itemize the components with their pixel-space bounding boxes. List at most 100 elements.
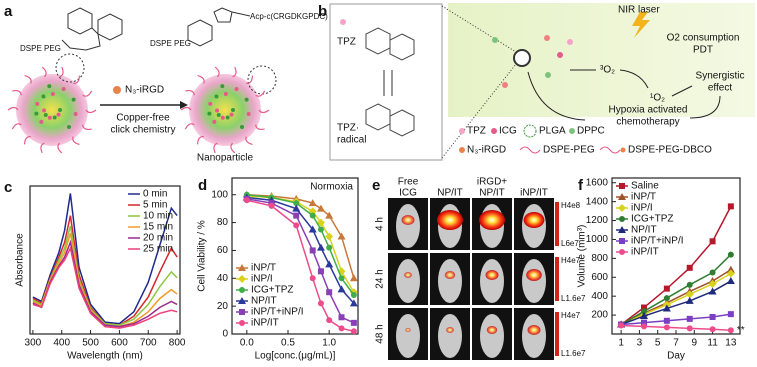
y-tick-label: 0 — [222, 329, 228, 340]
marker — [308, 225, 317, 233]
payload — [244, 97, 249, 102]
marker — [316, 243, 325, 251]
payload — [39, 119, 44, 124]
mouse — [438, 259, 462, 303]
legend-label: 10 min — [143, 211, 173, 222]
plot-frame — [231, 177, 359, 335]
tpz-icon — [340, 19, 346, 25]
x-tick-label: 1.0 — [322, 338, 336, 349]
marker — [309, 275, 316, 282]
y-tick-label: 1400 — [586, 196, 609, 207]
x-tick-label: 300 — [25, 338, 42, 349]
marker — [686, 281, 693, 288]
column-label: Free — [398, 177, 419, 188]
color-bar — [555, 202, 559, 246]
marker — [243, 197, 250, 204]
legend-icon — [519, 146, 541, 154]
chemo-label: chemotherapy — [616, 117, 679, 128]
marker — [238, 297, 246, 304]
marker — [293, 222, 300, 229]
peg-chain — [7, 106, 19, 111]
peg-chain — [245, 136, 253, 145]
legend-label: DSPE-PEG-DBCO — [628, 145, 712, 156]
x-tick-label: 1 — [618, 338, 624, 349]
mouse — [480, 259, 504, 303]
series-line — [246, 193, 355, 279]
legend-label: iNP/T — [631, 192, 656, 203]
marker — [326, 317, 333, 324]
legend-label: iNP/T — [251, 263, 276, 274]
scale-label: H4e7 — [561, 256, 581, 265]
zoom-line — [441, 63, 517, 159]
x-axis-label: Day — [667, 351, 685, 362]
color-bar — [555, 312, 559, 356]
peg-chain — [57, 142, 63, 154]
legend-label: ICG+TPZ — [631, 214, 674, 225]
radical-label: radical — [337, 135, 366, 146]
legend-icon — [491, 128, 497, 134]
marker — [619, 216, 625, 222]
x-tick-label: 400 — [53, 338, 70, 349]
bond — [61, 27, 101, 51]
scale-label: H4e8 — [561, 201, 581, 210]
peg-chain — [258, 109, 270, 114]
signal — [404, 272, 412, 278]
payload — [47, 115, 52, 120]
marker — [619, 238, 625, 244]
particle — [544, 35, 550, 41]
marker — [641, 323, 647, 330]
legend-label: TPZ — [467, 126, 486, 137]
peg-chain — [40, 142, 45, 154]
marker — [238, 275, 246, 283]
marker — [686, 264, 693, 271]
signal — [401, 215, 415, 225]
payload — [234, 86, 239, 91]
zoom-line — [441, 5, 517, 53]
legend-label: iNP/IT — [631, 247, 659, 258]
y-axis-label: Absorbance — [15, 233, 26, 287]
series-line — [246, 193, 355, 296]
synergy-label: Synergistic — [696, 71, 745, 82]
legend-label: 25 min — [143, 244, 173, 255]
marker — [685, 290, 694, 299]
column-label: iRGD+ — [477, 177, 507, 188]
marker — [326, 244, 333, 251]
payload — [71, 97, 76, 102]
marker — [641, 304, 647, 311]
particle — [502, 82, 508, 88]
series-line — [620, 272, 732, 326]
panel-label: a — [4, 3, 13, 20]
nanoparticle — [16, 74, 88, 146]
legend-label: 0 min — [143, 189, 167, 200]
nanoparticle — [189, 74, 261, 146]
payload — [220, 115, 225, 120]
legend-label: DSPE-PEG — [543, 145, 595, 156]
payload — [50, 92, 55, 97]
y-tick-label: 100 — [211, 189, 228, 200]
nanoparticle — [513, 49, 531, 67]
payload — [215, 108, 220, 113]
signal — [486, 326, 498, 334]
y-tick-label: 600 — [591, 272, 608, 283]
y-tick-label: 1200 — [586, 215, 609, 226]
peg-chain — [184, 123, 195, 130]
marker — [662, 304, 671, 312]
payload — [47, 84, 52, 89]
ring — [97, 13, 123, 41]
payload — [35, 101, 40, 106]
payload — [41, 94, 46, 99]
x-tick-label: 500 — [82, 338, 99, 349]
marker — [726, 277, 735, 285]
mouse — [480, 314, 504, 358]
marker — [293, 212, 300, 219]
chemo-label: Hypoxia activated — [609, 105, 688, 116]
peg-chain — [185, 89, 195, 96]
mouse — [522, 314, 546, 358]
oxygen-label: ¹O₂ — [650, 93, 665, 104]
marker — [640, 312, 648, 320]
panel-label: f — [578, 177, 584, 194]
signal — [479, 210, 505, 230]
row-label: 48 h — [375, 324, 386, 343]
